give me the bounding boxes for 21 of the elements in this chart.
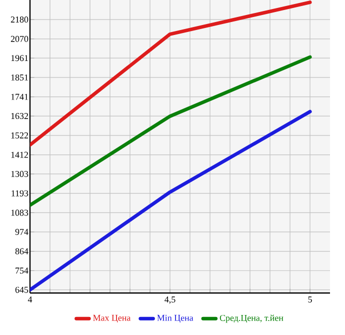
y-tick-label: 974	[15, 228, 28, 235]
legend-label: Min Цена	[157, 314, 194, 323]
y-tick-label: 2180	[10, 16, 28, 23]
y-tick-label: 1303	[11, 170, 28, 177]
x-tick-label: 4,5	[164, 296, 176, 304]
y-tick-label: 754	[16, 268, 28, 274]
y-tick-label: 1083	[11, 210, 28, 216]
y-tick-label: 1193	[12, 190, 28, 196]
y-tick-label: 864	[15, 248, 28, 254]
x-tick-label: 5	[308, 296, 312, 302]
y-tick-label: 1741	[11, 94, 28, 100]
y-tick-label: 1961	[11, 55, 28, 62]
y-tick-label: 1632	[11, 113, 28, 120]
y-tick-label: 1851	[11, 74, 28, 81]
legend-label: Max Цена	[93, 314, 131, 323]
y-tick-label: 2070	[10, 36, 28, 42]
x-tick-label: 4	[28, 296, 32, 302]
y-tick-label: 1412	[11, 152, 28, 158]
y-tick-label: 645	[15, 286, 28, 293]
y-tick-label: 1522	[11, 132, 28, 138]
legend-label: Сред.Цена, т.йен	[220, 314, 284, 323]
